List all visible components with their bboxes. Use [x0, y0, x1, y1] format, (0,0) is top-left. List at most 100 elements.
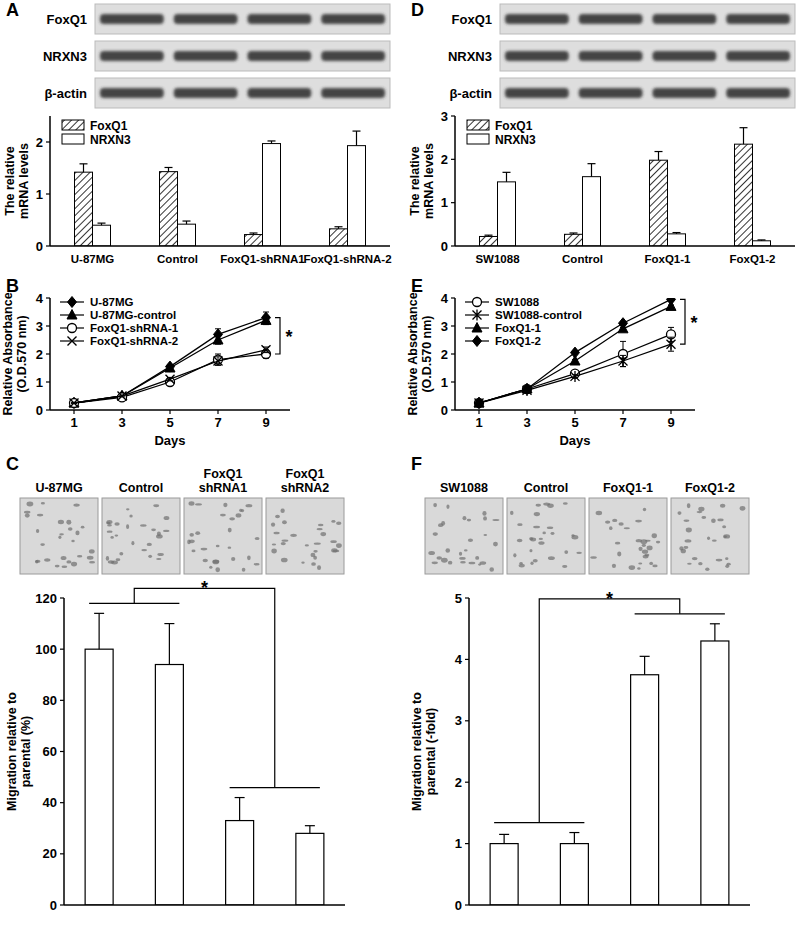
panel-E: E01234Relative Absorbance(O.D.570 nm)135… — [406, 276, 698, 448]
blot-band — [248, 88, 312, 98]
cell — [35, 560, 40, 563]
legend-label: U-87MG — [90, 296, 134, 308]
cell — [687, 503, 691, 508]
x-tick-label: FoxQ1-1 — [644, 253, 691, 265]
marker — [166, 375, 175, 384]
cell — [647, 546, 653, 551]
cell — [333, 550, 340, 552]
bar — [565, 234, 583, 246]
cell — [141, 549, 147, 551]
y-tick — [46, 325, 50, 326]
x-tick-label: 9 — [262, 415, 269, 430]
marker — [214, 357, 223, 366]
cell — [551, 532, 555, 535]
y-tick — [60, 853, 64, 854]
cell — [711, 518, 716, 523]
blot-frame — [95, 41, 390, 71]
marker-shape — [475, 398, 484, 409]
marker — [667, 298, 676, 305]
error-bar — [98, 223, 106, 225]
cell — [318, 524, 324, 527]
y-tick-label: 2 — [455, 775, 462, 790]
y-tick — [46, 297, 50, 298]
marker — [475, 398, 484, 409]
cell — [683, 546, 688, 549]
y-tick — [465, 843, 469, 844]
error-bar — [640, 656, 650, 674]
plot-marks — [490, 624, 729, 905]
marker-shape — [473, 310, 482, 321]
cell — [114, 522, 119, 526]
cell — [212, 560, 219, 565]
blot-row — [95, 41, 390, 71]
error-cap — [94, 613, 104, 614]
cell — [720, 504, 725, 508]
label-line: FoxQ1 — [204, 467, 243, 481]
legend-label: SW1088-control — [495, 309, 582, 321]
blot-label: FoxQ1 — [452, 12, 492, 27]
micrograph-label: FoxQ1shRNA2 — [281, 467, 330, 495]
y-tick — [60, 649, 64, 650]
legend-swatch — [62, 120, 84, 130]
cell — [216, 545, 220, 547]
label-line: FoxQ1-2 — [685, 481, 735, 495]
error-bar — [570, 233, 578, 234]
cell — [66, 520, 71, 525]
cell — [241, 509, 244, 512]
cell — [433, 503, 437, 507]
error-cap — [215, 354, 221, 355]
cell — [305, 544, 309, 546]
blot-band — [579, 14, 643, 24]
cell — [37, 514, 43, 517]
cell — [157, 531, 161, 536]
cell — [26, 502, 33, 507]
cell — [336, 543, 342, 548]
cell — [313, 550, 317, 553]
marker-shape — [571, 347, 580, 358]
error-stem — [168, 167, 169, 171]
marker — [475, 399, 484, 408]
series-line — [74, 318, 266, 403]
cell — [612, 564, 616, 568]
cell — [652, 533, 657, 538]
blot-band — [726, 14, 790, 24]
error-cap — [215, 365, 221, 366]
marker — [667, 339, 676, 350]
cell — [311, 562, 316, 566]
error-cap — [588, 163, 596, 164]
marker — [571, 371, 580, 382]
error-cap — [503, 172, 511, 173]
micrograph-label: Control — [524, 481, 568, 495]
y-tick-label: 1 — [441, 375, 448, 390]
error-bar — [353, 131, 361, 146]
y-axis-label: Migration relative to — [410, 692, 424, 811]
cell — [281, 542, 286, 545]
cell — [40, 543, 45, 546]
cell — [110, 536, 113, 539]
cell — [228, 546, 232, 548]
y-tick — [46, 409, 50, 410]
panel-A: AFoxQ1NRXN3β-actin012The relativemRNA le… — [3, 0, 392, 265]
bar — [178, 224, 196, 246]
cell — [687, 563, 692, 565]
label-line: shRNA2 — [281, 481, 330, 495]
marker — [165, 363, 175, 373]
cell — [68, 527, 73, 531]
cell — [201, 548, 208, 551]
cell — [513, 553, 516, 557]
blot-band — [174, 88, 238, 98]
y-tick — [46, 245, 50, 246]
error-cap — [758, 239, 766, 240]
y-tick-label: 2 — [441, 347, 448, 362]
cell — [310, 553, 315, 557]
marker-shape — [473, 336, 482, 347]
y-tick-label: 0 — [50, 898, 57, 913]
y-tick-label: 100 — [35, 642, 57, 657]
cell — [460, 561, 466, 563]
micrograph-label: SW1088 — [440, 481, 488, 495]
cell — [677, 511, 681, 515]
y-tick — [46, 141, 50, 142]
cell — [41, 502, 45, 505]
marker-shape — [68, 324, 77, 333]
bar — [480, 236, 498, 246]
